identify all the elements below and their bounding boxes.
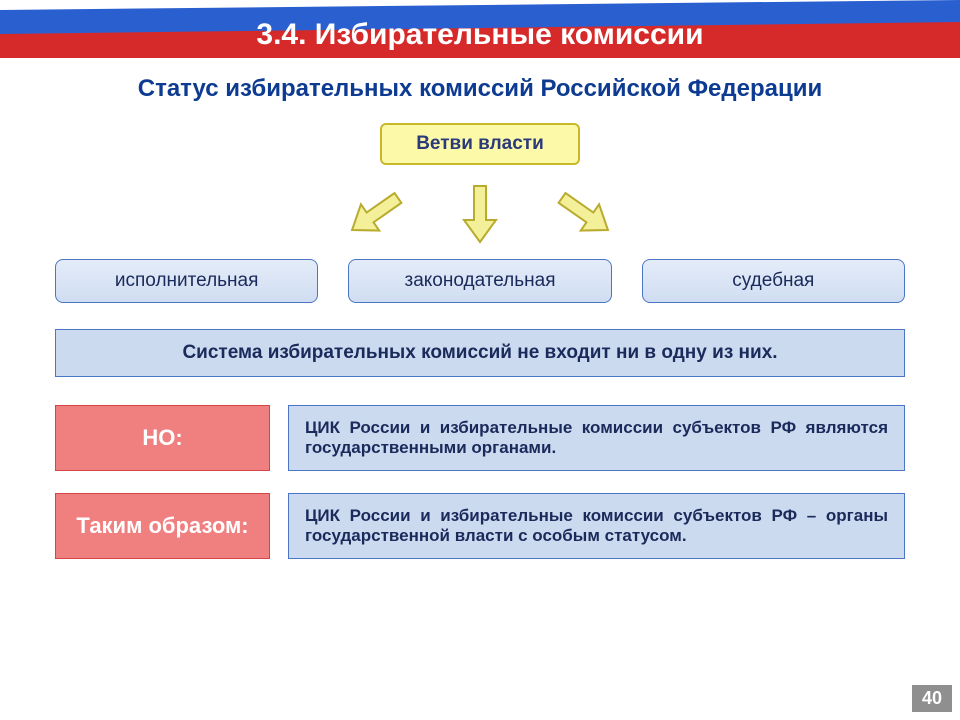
label-but: НО:: [55, 405, 270, 471]
subtitle: Статус избирательных комиссий Российской…: [55, 75, 905, 103]
branch-judicial: судебная: [642, 259, 905, 303]
row-but: НО: ЦИК России и избирательные комиссии …: [55, 405, 905, 471]
page-number: 40: [912, 685, 952, 712]
arrows-row: [55, 179, 905, 249]
body-but: ЦИК России и избирательные комиссии субъ…: [288, 405, 905, 471]
branches-root-box: Ветви власти: [380, 123, 580, 165]
slide-content: Статус избирательных комиссий Российской…: [0, 75, 960, 720]
arrow-center-icon: [464, 186, 496, 242]
branch-legislative: законодательная: [348, 259, 611, 303]
body-therefore: ЦИК России и избирательные комиссии субъ…: [288, 493, 905, 559]
arrow-left-icon: [343, 185, 407, 243]
statement-bar: Система избирательных комиссий не входит…: [55, 329, 905, 377]
slide-title: 3.4. Избирательные комиссии: [0, 18, 960, 52]
branch-executive: исполнительная: [55, 259, 318, 303]
arrow-right-icon: [553, 185, 617, 243]
branches-row: исполнительная законодательная судебная: [55, 259, 905, 303]
row-therefore: Таким образом: ЦИК России и избирательны…: [55, 493, 905, 559]
label-therefore: Таким образом:: [55, 493, 270, 559]
